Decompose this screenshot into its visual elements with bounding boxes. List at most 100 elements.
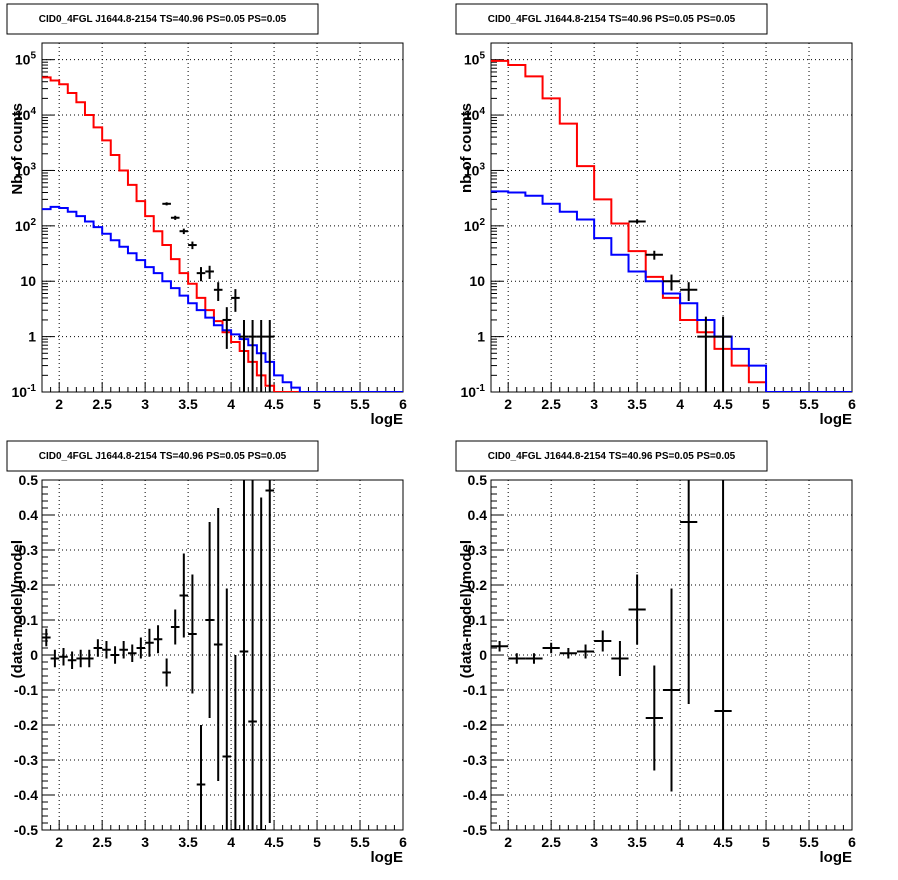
y-tick-label: 0.5 [19, 472, 39, 488]
x-tick-label: 3 [141, 834, 149, 850]
data-point [559, 648, 577, 659]
data-point [102, 641, 111, 659]
y-tick-label: 0.3 [468, 542, 488, 558]
y-tick-label: 105 [15, 51, 37, 68]
x-tick-label: 2.5 [92, 834, 112, 850]
y-axis-label: Nb of counts [9, 103, 26, 195]
data-point [127, 644, 137, 662]
data-point [170, 609, 180, 645]
y-tick-label: 0.4 [19, 507, 39, 523]
x-tick-label: 4 [227, 834, 235, 850]
x-tick-label: 4 [676, 834, 684, 850]
x-tick-label: 2 [504, 834, 512, 850]
y-tick-label: 104 [464, 106, 486, 123]
data-point [222, 307, 232, 349]
x-tick-label: 3.5 [627, 834, 647, 850]
x-tick-label: 3 [590, 834, 598, 850]
data-point [153, 625, 163, 654]
title-box [6, 3, 319, 35]
x-tick-label: 3.5 [178, 834, 198, 850]
x-tick-label: 5 [313, 396, 321, 412]
data-point [188, 241, 197, 250]
data-point [42, 628, 51, 647]
data-point [231, 655, 240, 830]
data-point [76, 649, 85, 668]
data-point [213, 508, 223, 781]
data-point [542, 642, 560, 654]
data-point [265, 319, 275, 392]
data-point [628, 574, 646, 645]
y-tick-label: 1 [477, 329, 485, 345]
x-tick-label: 5 [762, 834, 770, 850]
x-tick-label: 5.5 [799, 834, 819, 850]
chart-top-right: CID0_4FGL J1644.8-2154 TS=40.96 PS=0.05 … [455, 3, 856, 428]
data-point [179, 553, 189, 638]
y-tick-label: -0.3 [463, 752, 487, 768]
y-tick-label: 1 [28, 329, 36, 345]
x-tick-label: 5.5 [799, 396, 819, 412]
x-tick-label: 4 [227, 396, 235, 412]
y-tick-label: 102 [15, 217, 37, 234]
data-point [84, 649, 94, 668]
data-point [662, 274, 681, 291]
data-point [576, 644, 595, 659]
x-tick-label: 4.5 [713, 834, 733, 850]
data-point [205, 265, 214, 279]
data-point [119, 641, 128, 659]
data-point [662, 588, 681, 792]
data-point [628, 219, 646, 224]
y-tick-label: -0.5 [463, 822, 487, 838]
data-point [110, 646, 120, 664]
plot-frame [41, 42, 404, 393]
y-tick-label: -0.4 [14, 787, 38, 803]
x-tick-label: 2.5 [541, 834, 561, 850]
y-tick-label: -0.1 [463, 682, 487, 698]
plot-frame [490, 42, 853, 393]
x-tick-label: 4.5 [264, 396, 284, 412]
panel-bottom-left: CID0_4FGL J1644.8-2154 TS=40.96 PS=0.05 … [0, 437, 449, 875]
data-point [697, 316, 715, 392]
data-point [265, 480, 275, 823]
chart-bottom-right: CID0_4FGL J1644.8-2154 TS=40.96 PS=0.05 … [455, 440, 856, 866]
x-tick-label: 3 [141, 396, 149, 412]
y-tick-label: 0.1 [19, 612, 39, 628]
y-tick-label: 10-1 [461, 383, 486, 400]
y-tick-label: 0 [479, 647, 487, 663]
y-tick-label: 10-1 [12, 383, 37, 400]
data-point [239, 480, 249, 830]
data-point [248, 480, 257, 830]
data-point [645, 250, 663, 260]
x-tick-label: 6 [848, 834, 856, 850]
histogram-blue [491, 190, 852, 392]
x-axis-label: logE [371, 411, 404, 428]
data-point [231, 289, 240, 312]
y-tick-label: 103 [464, 161, 486, 178]
chart-title: CID0_4FGL J1644.8-2154 TS=40.96 PS=0.05 … [488, 451, 736, 462]
y-tick-label: 0.1 [468, 612, 488, 628]
y-tick-label: 10 [469, 273, 485, 289]
data-point [239, 319, 249, 392]
histogram-red [491, 59, 852, 392]
y-tick-label: -0.2 [463, 717, 487, 733]
data-point [145, 628, 154, 657]
y-tick-label: -0.4 [463, 787, 487, 803]
x-tick-label: 5 [762, 396, 770, 412]
chart-title: CID0_4FGL J1644.8-2154 TS=40.96 PS=0.05 … [39, 451, 287, 462]
x-tick-label: 2 [504, 396, 512, 412]
data-point [680, 480, 698, 704]
x-tick-label: 4 [676, 396, 684, 412]
data-point [196, 267, 206, 282]
x-tick-label: 2.5 [541, 396, 561, 412]
x-tick-label: 6 [399, 834, 407, 850]
y-tick-label: -0.1 [14, 682, 38, 698]
x-tick-label: 3 [590, 396, 598, 412]
histogram-red [42, 76, 403, 392]
title-box [455, 3, 768, 35]
data-point [256, 319, 266, 392]
data-point [645, 665, 663, 771]
data-point [508, 653, 526, 664]
y-tick-label: -0.3 [14, 752, 38, 768]
panel-top-left: CID0_4FGL J1644.8-2154 TS=40.96 PS=0.05 … [0, 0, 449, 437]
y-axis-label: (data-model)/model [458, 540, 475, 678]
data-point [611, 641, 629, 676]
